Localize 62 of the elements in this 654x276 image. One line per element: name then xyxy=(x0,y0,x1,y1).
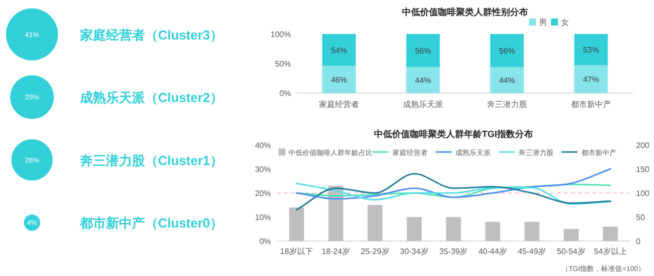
x-tick-label: 都市新中产 xyxy=(571,100,611,109)
y-tick-label: 50% xyxy=(274,60,291,68)
data-label: 44% xyxy=(498,76,516,86)
x-tick-label: 54岁以上 xyxy=(594,247,627,256)
data-label: 53% xyxy=(582,46,600,55)
data-label: 44% xyxy=(414,76,432,86)
chart-title: 中低价值咖啡聚类人群年龄TGI指数分布 xyxy=(374,129,533,139)
bar xyxy=(524,222,540,241)
bar xyxy=(574,65,608,93)
x-tick-label: 50-54岁 xyxy=(556,247,586,256)
x-tick-label: 35-39岁 xyxy=(439,247,468,256)
y2-tick-label: 50 xyxy=(636,213,646,222)
category-label: 奔三潜力股（Cluster1） xyxy=(79,152,224,168)
bar xyxy=(574,34,608,66)
data-label: 46% xyxy=(330,75,348,84)
y-tick-label: 0% xyxy=(279,89,291,98)
x-tick-label: 25-29岁 xyxy=(360,247,390,256)
bar xyxy=(322,66,356,93)
chart-title: 中低价值咖啡聚类人群性别分布 xyxy=(402,7,528,17)
bar xyxy=(485,222,500,241)
y-tick-label: 100% xyxy=(270,30,291,39)
category-label: 成熟乐天派（Cluster2） xyxy=(79,90,224,106)
legend-label: 女 xyxy=(561,18,569,27)
data-label: 56% xyxy=(414,46,432,56)
bar xyxy=(328,186,344,241)
y2-tick-label: 150 xyxy=(636,165,650,174)
line-series xyxy=(296,168,612,200)
y-tick-label: 0% xyxy=(259,237,271,246)
y-tick-label: 10% xyxy=(254,213,271,222)
line-series xyxy=(296,182,612,205)
y-tick-label: 30% xyxy=(254,165,271,174)
bar xyxy=(406,217,422,241)
bar xyxy=(368,205,383,241)
bar xyxy=(490,67,524,93)
data-label: 56% xyxy=(498,46,516,56)
y-tick-label: 20% xyxy=(254,189,271,198)
y2-tick-label: 200 xyxy=(636,141,650,150)
x-tick-label: 30-34岁 xyxy=(400,247,429,256)
line-series xyxy=(296,173,612,211)
data-label: 54% xyxy=(330,46,348,55)
x-tick-label: 40-44岁 xyxy=(478,247,507,256)
bar xyxy=(490,34,524,68)
x-tick-label: 成熟乐天派 xyxy=(403,100,443,109)
y-tick-label: 40% xyxy=(254,141,271,150)
category-label: 都市新中产（Cluster0） xyxy=(79,216,224,231)
category-label: 家庭经营者（Cluster3） xyxy=(79,27,224,42)
bar xyxy=(322,34,356,66)
bar xyxy=(446,217,461,241)
bar xyxy=(289,207,304,241)
y2-tick-label: 0 xyxy=(636,237,641,246)
bar xyxy=(564,229,579,241)
x-tick-label: 45-49岁 xyxy=(518,247,546,256)
bar xyxy=(602,226,618,241)
x-tick-label: 18-24岁 xyxy=(322,247,350,256)
x-tick-label: 奔三潜力股 xyxy=(487,100,527,109)
bar xyxy=(406,34,440,68)
bar xyxy=(406,67,440,93)
y2-tick-label: 100 xyxy=(636,189,650,198)
x-tick-label: 家庭经营者 xyxy=(319,100,359,109)
x-tick-label: 18岁以下 xyxy=(280,247,314,256)
legend-label: 男 xyxy=(539,18,547,27)
data-label: 47% xyxy=(582,75,600,84)
